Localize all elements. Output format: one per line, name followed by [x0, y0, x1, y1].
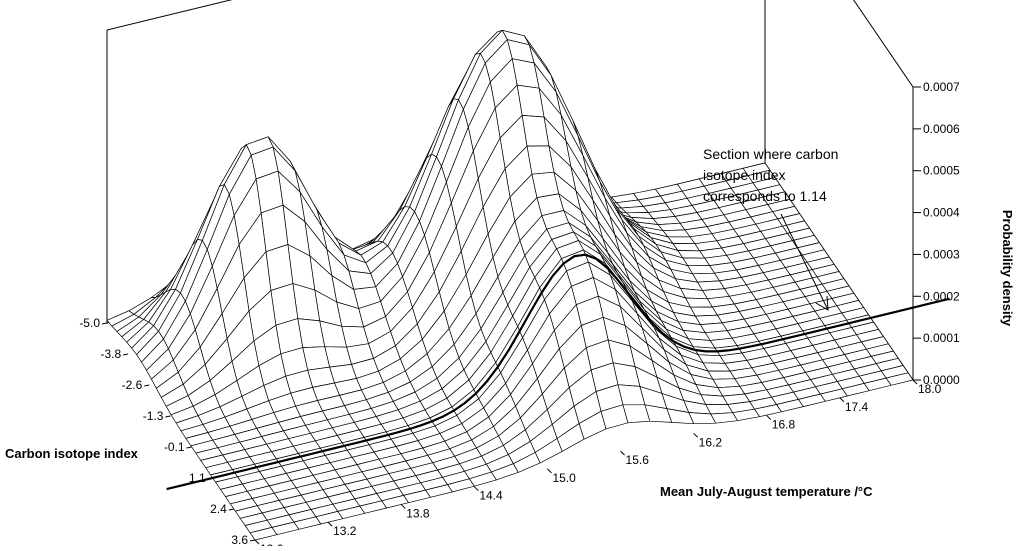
z-axis-title: Probability density: [1000, 210, 1015, 327]
x-tick-mark: [620, 450, 625, 456]
x-tick-mark: [327, 521, 333, 527]
x-tick-label: 13.8: [406, 506, 430, 520]
z-tick-label: 0.0004: [923, 206, 960, 220]
x-tick-label: 17.4: [845, 400, 869, 414]
annotation-line-3: corresponds to 1.14: [703, 188, 827, 204]
x-tick-mark: [912, 379, 918, 385]
y-tick-label: -1.3: [143, 409, 164, 423]
x-tick-label: 14.4: [479, 489, 503, 503]
x-tick-mark: [473, 486, 479, 492]
section-line: [166, 253, 950, 491]
z-tick-label: 0.0005: [923, 164, 960, 178]
axes: 12.6 13.2 13.8 14.4 15.0 15.6 16.2 16.8 17.4 18.0…: [79, 80, 960, 551]
y-tick-mark: [165, 415, 171, 418]
x-tick-mark: [839, 397, 845, 403]
x-tick-mark: [766, 415, 772, 420]
annotation-arrow: [780, 213, 829, 311]
x-tick-mark: [254, 539, 260, 545]
z-tick-label: 0.0003: [923, 247, 960, 261]
x-tick-label: 12.6: [260, 542, 284, 546]
y-tick-label: 2.4: [210, 502, 227, 516]
section-curve: [166, 253, 950, 491]
y-tick-label: -5.0: [79, 316, 100, 330]
surface-cell: [249, 527, 278, 541]
z-tick-label: 0.0000: [923, 373, 960, 387]
x-tick-mark: [693, 432, 699, 438]
y-tick-mark: [144, 384, 150, 387]
y-tick-mark: [101, 322, 108, 325]
y-tick-mark: [249, 539, 256, 542]
x-tick-label: 15.0: [552, 471, 576, 485]
x-tick-label: 15.6: [626, 453, 650, 467]
annotation-line-2: isotope index: [703, 167, 786, 183]
z-tick-label: 0.0002: [923, 289, 960, 303]
y-tick-label: 1.1: [189, 471, 206, 485]
y-tick-mark: [228, 508, 234, 511]
x-tick-mark: [547, 468, 552, 474]
x-tick-label: 16.2: [699, 435, 723, 449]
surface-mesh: [106, 29, 914, 541]
x-axis-title: Mean July-August temperature /°C: [660, 484, 873, 499]
x-tick-label: 13.2: [333, 524, 357, 538]
x-tick-mark: [400, 504, 406, 509]
y-axis-title: Carbon isotope index: [5, 446, 139, 461]
y-tick-mark: [186, 446, 192, 449]
y-tick-label: 3.6: [231, 533, 248, 546]
y-tick-label: -3.8: [100, 347, 121, 361]
y-tick-label: -0.1: [164, 440, 185, 454]
z-tick-label: 0.0007: [923, 80, 960, 94]
annotation-arrowhead: [815, 295, 829, 311]
y-tick-mark: [123, 353, 129, 356]
z-tick-label: 0.0006: [923, 122, 960, 136]
z-tick-label: 0.0001: [923, 331, 960, 345]
y-tick-mark: [207, 477, 213, 480]
annotation-line-1: Section where carbon: [703, 146, 838, 162]
x-tick-label: 16.8: [772, 418, 796, 432]
y-tick-label: -2.6: [122, 378, 143, 392]
annotation: Section where carbon isotope index corre…: [703, 146, 838, 311]
x-tick-label: 18.0: [918, 382, 942, 396]
